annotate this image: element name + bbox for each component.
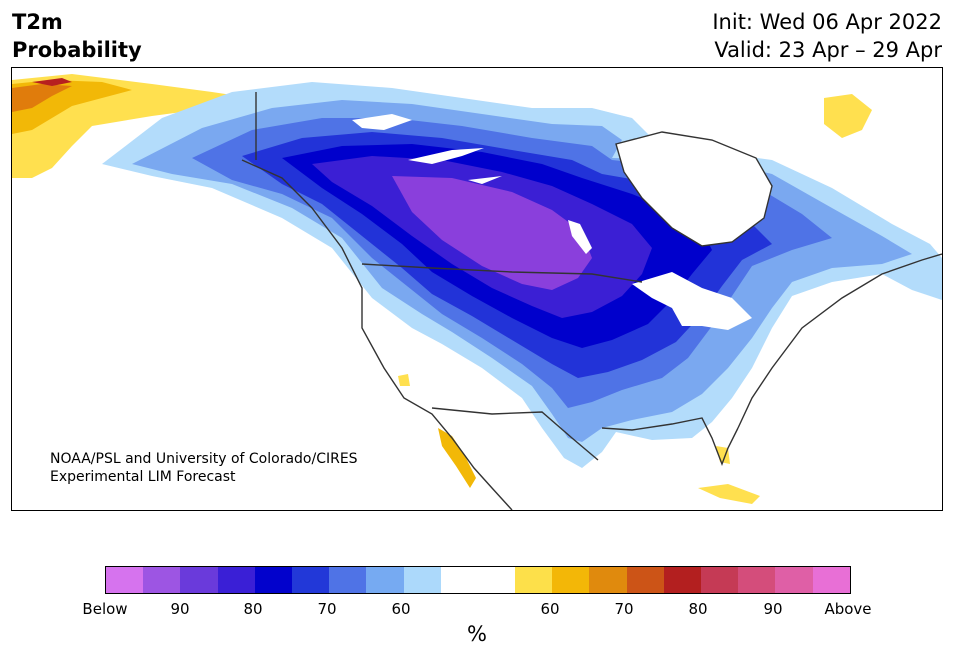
colorbar-tick-label: 70: [614, 600, 634, 618]
title-variable: T2m: [12, 10, 63, 34]
map-title: T2m Probability: [12, 8, 142, 64]
canada-us-border: [361, 263, 643, 283]
colorbar-tick-label: 90: [763, 600, 783, 618]
credit-line-1: NOAA/PSL and University of Colorado/CIRE…: [50, 451, 358, 467]
colorbar-tick-label: Below: [82, 600, 128, 618]
colorbar-segment: [812, 567, 850, 593]
above-region-greenland: [824, 94, 872, 138]
credit-line-2: Experimental LIM Forecast: [50, 469, 236, 485]
above-region-baja: [438, 428, 476, 488]
valid-period: Valid: 23 Apr – 29 Apr: [714, 38, 942, 62]
colorbar-segment: [329, 567, 367, 593]
data-credit: NOAA/PSL and University of Colorado/CIRE…: [50, 450, 358, 486]
colorbar-tick-label: 80: [243, 600, 263, 618]
colorbar-segment: [515, 567, 553, 593]
above-region-cuba: [698, 484, 760, 504]
great-bear-lake: [352, 114, 412, 130]
colorbar-segment: [440, 567, 478, 593]
hudson-bay: [616, 132, 772, 246]
colorbar-segment: [738, 567, 776, 593]
colorbar-segment: [291, 567, 330, 593]
colorbar-tick-label: Above: [824, 600, 872, 618]
colorbar-segment: [626, 567, 664, 593]
lake-athabasca: [468, 176, 502, 184]
above-region-northwest-peak: [12, 84, 72, 112]
map-svg: [12, 74, 942, 510]
colorbar-segment: [217, 567, 255, 593]
colorbar-tick-label: 90: [170, 600, 190, 618]
colorbar-segment: [366, 567, 404, 593]
colorbar-tick-label: 60: [540, 600, 560, 618]
colorbar-segment: [143, 567, 181, 593]
probability-map: NOAA/PSL and University of Colorado/CIRE…: [11, 67, 943, 511]
colorbar-segment: [775, 567, 813, 593]
init-date: Init: Wed 06 Apr 2022: [712, 10, 942, 34]
colorbar-tick-label: 80: [688, 600, 708, 618]
above-region-california: [398, 374, 410, 386]
probability-colorbar: [105, 566, 851, 594]
mexico-us-border: [431, 407, 599, 461]
colorbar-tick-label: 60: [391, 600, 411, 618]
hudson-bay-shore: [615, 131, 773, 247]
lake-winnipeg: [568, 220, 592, 254]
colorbar-segment: [477, 567, 516, 593]
coastline-gulf: [601, 417, 739, 466]
colorbar-tick-label: 70: [317, 600, 337, 618]
coastline-east: [737, 253, 942, 429]
great-lakes: [632, 272, 752, 330]
colorbar-segment: [180, 567, 218, 593]
colorbar-segment: [403, 567, 441, 593]
colorbar-segment: [106, 567, 144, 593]
great-slave-lake: [408, 148, 484, 164]
title-type: Probability: [12, 38, 142, 62]
below-90-region: [392, 176, 592, 290]
colorbar-unit-label: %: [467, 622, 487, 646]
colorbar-segment: [663, 567, 701, 593]
colorbar-segment: [701, 567, 739, 593]
above-region-northwest-max: [32, 78, 72, 86]
colorbar-segment: [589, 567, 627, 593]
colorbar-segment: [254, 567, 292, 593]
colorbar-segment: [552, 567, 590, 593]
forecast-dates: Init: Wed 06 Apr 2022 Valid: 23 Apr – 29…: [712, 8, 942, 64]
coastline-west: [241, 159, 513, 510]
